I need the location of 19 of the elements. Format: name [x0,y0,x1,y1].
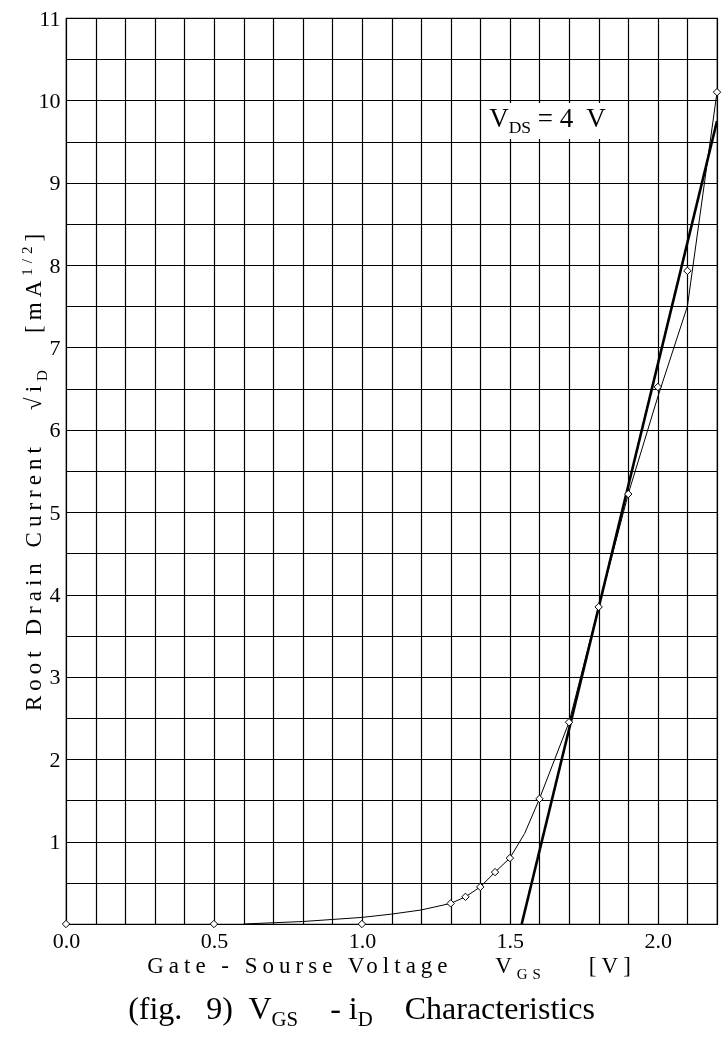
x-tick-label: 0.5 [200,927,229,953]
y-tick-label: 10 [38,87,61,113]
x-tick-label: 0.0 [52,927,81,953]
y-tick-label: 6 [49,417,61,443]
x-tick-label: 1.0 [348,927,377,953]
y-tick-label: 5 [49,499,61,525]
y-tick-label: 1 [49,829,61,855]
x-tick-label: 1.5 [496,927,525,953]
text: Gate - Sourse Voltage V$_{GS}$ [V] [147,953,636,982]
y-tick-label: 3 [49,664,61,690]
y-tick-label: 8 [49,252,61,278]
y-tick-label: 11 [39,5,61,31]
x-tick-label: 2.0 [644,927,673,953]
y-tick-label: 4 [49,582,61,608]
y-tick-label: 9 [49,170,61,196]
y-tick-label: 2 [49,746,61,772]
chart-title: (fig. 9) V$_{GS}$ - i$_{D}$ Characteristics [128,990,595,1031]
annotation: V$_{DS}$ = 4 V [487,103,608,139]
y-tick-label: 7 [49,334,61,360]
